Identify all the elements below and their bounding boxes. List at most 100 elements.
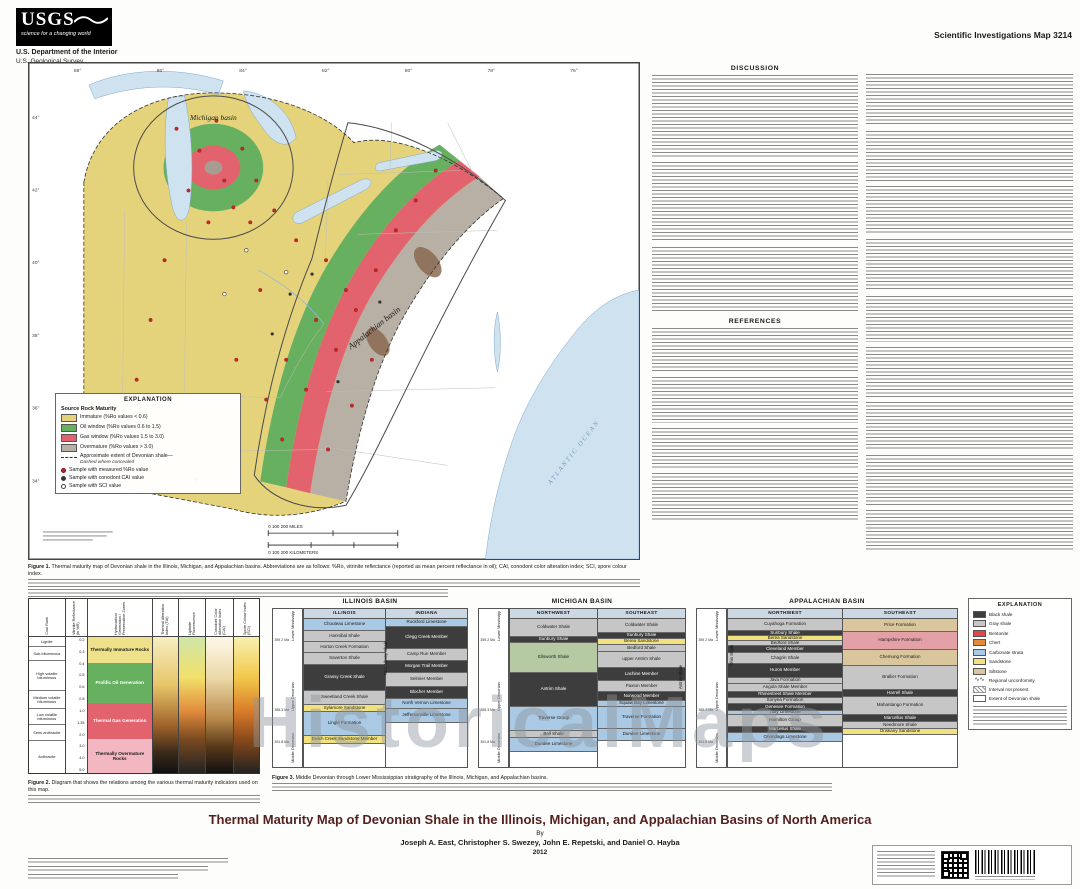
strat-cell: Genesee Formation bbox=[728, 704, 842, 711]
zone-overmature: Thermally Overmature Rocks bbox=[87, 739, 152, 773]
sci-column: Spore Colour Index (SCI) bbox=[233, 599, 260, 773]
ma-tick: 359.2 Ma bbox=[274, 638, 289, 642]
ro-tick: 5.0 bbox=[79, 767, 85, 772]
strat-cell: Angola Shale Member bbox=[728, 684, 842, 692]
coal-rank: Sub-bituminous bbox=[29, 647, 65, 661]
black-shale-swatch bbox=[973, 610, 986, 618]
svg-text:82°: 82° bbox=[322, 68, 330, 74]
ro-sample-symbol bbox=[61, 468, 66, 474]
zone-overmature-patch bbox=[413, 247, 442, 278]
era-label: Upper Devonian bbox=[714, 682, 719, 711]
header-label: Liptinite Fluorescence bbox=[188, 612, 197, 635]
ro-tick: 4.0 bbox=[79, 756, 85, 761]
figure2-table: Coal Rank Lignite Sub-bituminous High vo… bbox=[28, 598, 260, 774]
strat-cell: Horton Creek Formation bbox=[304, 642, 385, 653]
strat-cell: Huron Member bbox=[728, 664, 842, 678]
svg-text:44°: 44° bbox=[32, 115, 40, 121]
illinois-basin-body: Lower Mississippian Upper Devonian Middl… bbox=[272, 608, 468, 768]
unconformity-symbol: ∿∿ bbox=[974, 677, 985, 684]
legend-label: Sample with SCI value bbox=[69, 482, 122, 489]
legend-label: Chert bbox=[989, 640, 1001, 646]
strat-cell: Sunbury Shale bbox=[510, 637, 597, 643]
svg-text:38°: 38° bbox=[32, 333, 40, 339]
chert-swatch bbox=[973, 639, 986, 647]
ma-tick: 391.8 Ma bbox=[698, 740, 713, 744]
strat-cell: Camp Run Member bbox=[386, 649, 467, 661]
cai-sample-symbol bbox=[61, 476, 66, 482]
sample-points-ro bbox=[120, 118, 438, 482]
text-line-block bbox=[652, 473, 858, 521]
carbonate-swatch bbox=[973, 648, 986, 656]
water-bodies bbox=[88, 71, 639, 559]
coal-ranks: Lignite Sub-bituminous High volatile bit… bbox=[29, 637, 65, 773]
appalachian-basin-body: Lower Mississippian Upper Devonian Middl… bbox=[696, 608, 958, 768]
legend-item: Gray shale bbox=[973, 620, 1067, 628]
ro-tick: 1.0 bbox=[79, 708, 85, 713]
ma-tick: 391.8 Ma bbox=[274, 740, 289, 744]
header-label: Coal Rank bbox=[44, 617, 49, 635]
references-column bbox=[866, 64, 1073, 555]
tai-column: Thermal Alteration Index (TAI) bbox=[151, 599, 178, 773]
strat-cell: Berea Sandstone bbox=[598, 639, 685, 645]
southeast-column: SOUTHEAST Price Formation Hampshire Form… bbox=[842, 609, 957, 767]
michigan-basin-title: MICHIGAN BASIN bbox=[551, 598, 613, 605]
usgs-logo: USGS science for a changing world bbox=[16, 8, 112, 46]
strat-cell: Brallier Formation bbox=[843, 666, 957, 690]
figure2-maturity-diagram: Coal Rank Lignite Sub-bituminous High vo… bbox=[28, 598, 260, 774]
sample-points-cai bbox=[270, 272, 382, 384]
header-label: Vitrinite Reflectance (in %R) bbox=[72, 601, 81, 635]
svg-text:40°: 40° bbox=[32, 260, 40, 266]
header-label: Spore Colour Index (SCI) bbox=[242, 602, 251, 635]
usgs-wave-icon bbox=[74, 16, 108, 24]
group-label: Ohio Shale bbox=[729, 645, 735, 666]
figure2-text: Diagram that shows the relations among t… bbox=[28, 780, 258, 793]
hydrocarbon-zones-column: Hydrocarbon Generation / Preservation Zo… bbox=[86, 599, 152, 773]
bentonite-swatch bbox=[973, 629, 986, 637]
time-axis: Lower Mississippian Upper Devonian Middl… bbox=[697, 609, 727, 767]
time-axis: Lower Mississippian Upper Devonian Middl… bbox=[273, 609, 303, 767]
ro-tick: 2.0 bbox=[79, 732, 85, 737]
legend-item: Sample with measured %Ro value bbox=[61, 467, 235, 474]
legend-label: Gray shale bbox=[989, 621, 1012, 627]
figure2-lead: Figure 2. bbox=[28, 780, 51, 786]
lake-ontario bbox=[374, 150, 443, 172]
strat-cell: Sunbury Shale bbox=[598, 633, 685, 639]
atlantic-ocean bbox=[485, 289, 639, 559]
legend-item: Extent of Devonian shale bbox=[973, 695, 1067, 703]
text-line-block bbox=[28, 578, 640, 588]
ro-tick: 0.2 bbox=[79, 638, 85, 642]
column-header: Conodont Color Alteration Index (CAI) bbox=[206, 599, 234, 637]
era-label: Middle Devonian bbox=[290, 733, 295, 763]
northwest-column: NORTHWEST Cuyahoga Formation Sunbury Sha… bbox=[727, 609, 842, 767]
text-line-block bbox=[866, 296, 1073, 342]
group-label: Antrim Shale bbox=[677, 665, 683, 689]
strat-columns: Ohio Shale NORTHWEST Cuyahoga Formation … bbox=[727, 609, 957, 767]
lake-huron bbox=[242, 90, 297, 145]
svg-text:34°: 34° bbox=[32, 478, 40, 484]
liptinite-gradient bbox=[178, 637, 206, 773]
text-line-block bbox=[28, 589, 448, 599]
column-header: INDIANA bbox=[386, 609, 467, 619]
figure1-lead: Figure 1. bbox=[28, 564, 51, 570]
column-header: Coal Rank bbox=[29, 599, 65, 637]
strat-cell: Cuyahoga Formation bbox=[728, 619, 842, 631]
discussion-column: DISCUSSION REFERENCES bbox=[652, 64, 858, 526]
strat-cell: Chemung Formation bbox=[843, 650, 957, 666]
era-label: Lower Mississippian bbox=[714, 611, 719, 641]
appalachian-basin-outline bbox=[253, 122, 507, 509]
coal-rank: Semi-anthracite bbox=[29, 725, 65, 741]
strat-cell: Marcellus Shale bbox=[843, 715, 957, 722]
header-label: Hydrocarbon Generation / Preservation Zo… bbox=[113, 602, 126, 635]
illinois-column: ILLINOIS Chouteau Limestone Hannibal Sha… bbox=[303, 609, 385, 767]
strat-cell: Harrell Shale bbox=[843, 690, 957, 697]
strat-cell: Needmore Shale bbox=[843, 722, 957, 729]
sample-points-sci bbox=[222, 248, 289, 297]
text-line-block bbox=[652, 377, 858, 423]
not-present-symbol bbox=[973, 685, 986, 693]
strat-cell: North Vernon Limestone bbox=[386, 699, 467, 709]
text-line-block bbox=[652, 162, 858, 242]
cai-column: Conodont Color Alteration Index (CAI) bbox=[205, 599, 234, 773]
figure2-caption: Figure 2. Diagram that shows the relatio… bbox=[28, 780, 260, 804]
strat-cell: Blocher Member bbox=[386, 687, 467, 699]
sandstone-swatch bbox=[973, 658, 986, 666]
